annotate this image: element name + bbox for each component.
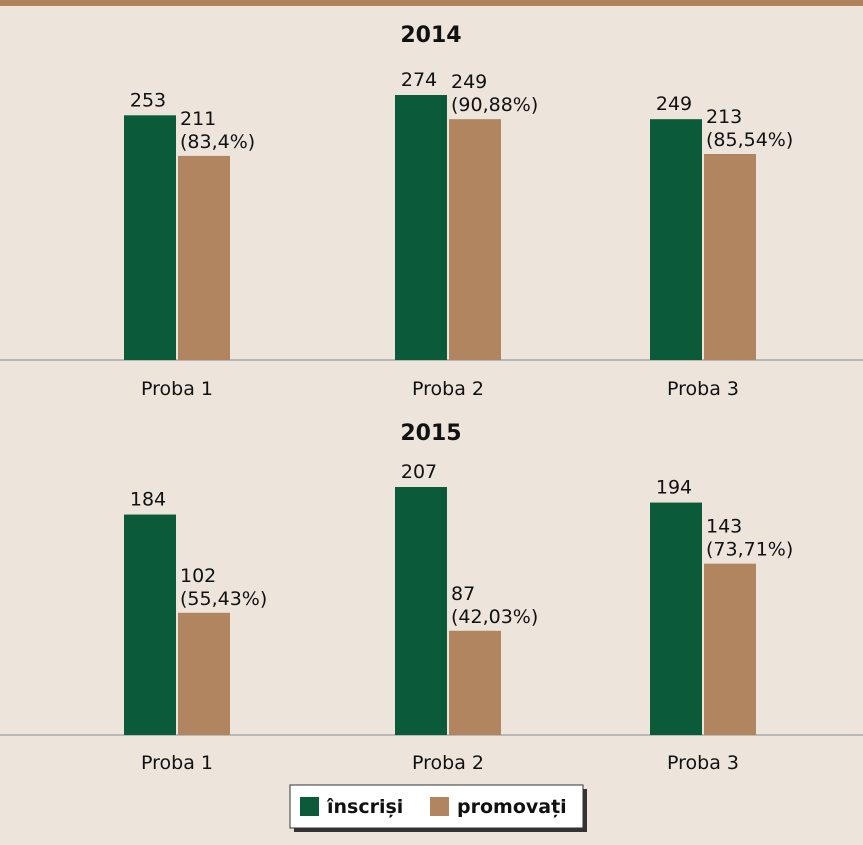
value-label-line: 143 xyxy=(706,516,742,538)
legend-swatch xyxy=(430,797,449,816)
value-label: 194 xyxy=(656,477,692,499)
legend-label: înscriși xyxy=(326,796,403,818)
x-tick-label: Proba 3 xyxy=(667,378,739,400)
value-label: 249 (90,88%) xyxy=(451,71,538,116)
x-tick-label: Proba 1 xyxy=(141,752,213,774)
value-label-line: (55,43%) xyxy=(180,588,267,610)
legend-label: promovați xyxy=(457,796,567,818)
value-label-line: (42,03%) xyxy=(451,606,538,628)
bar xyxy=(395,487,447,735)
value-label-line: 213 xyxy=(706,106,742,128)
value-label: 87 (42,03%) xyxy=(451,583,538,628)
legend-box xyxy=(289,784,584,829)
value-label-line: 249 xyxy=(451,71,487,93)
legend-swatch xyxy=(300,797,319,816)
value-label: 184 xyxy=(130,489,166,511)
bar xyxy=(124,514,176,735)
x-tick-label: Proba 2 xyxy=(412,752,484,774)
value-label: 253 xyxy=(130,89,166,111)
x-tick-label: Proba 2 xyxy=(412,378,484,400)
bar xyxy=(395,95,447,360)
value-label: 207 xyxy=(401,461,437,483)
value-label-line: 87 xyxy=(451,583,475,605)
value-label: 143 (73,71%) xyxy=(706,516,793,561)
bar xyxy=(650,119,702,360)
bar xyxy=(704,153,756,360)
x-tick-label: Proba 3 xyxy=(667,752,739,774)
chart-title: 2014 xyxy=(400,23,461,48)
value-label: 249 xyxy=(656,93,692,115)
value-label: 274 xyxy=(401,69,437,91)
bar xyxy=(124,115,176,361)
value-label: 102 (55,43%) xyxy=(180,565,267,610)
bar xyxy=(449,119,501,360)
bar xyxy=(650,502,702,735)
x-tick-label: Proba 1 xyxy=(141,378,213,400)
value-label-line: 211 xyxy=(180,108,216,130)
value-label-line: (85,54%) xyxy=(706,129,793,151)
bar xyxy=(704,563,756,735)
value-label: 213 (85,54%) xyxy=(706,106,793,151)
value-label-line: (73,71%) xyxy=(706,539,793,561)
chart-title: 2015 xyxy=(400,421,461,446)
value-label: 211 (83,4%) xyxy=(180,108,255,153)
bar xyxy=(178,612,230,735)
bar xyxy=(178,155,230,360)
bar xyxy=(449,630,501,735)
value-label-line: (83,4%) xyxy=(180,131,255,153)
value-label-line: (90,88%) xyxy=(451,94,538,116)
top-rule xyxy=(0,0,863,6)
value-label-line: 102 xyxy=(180,565,216,587)
